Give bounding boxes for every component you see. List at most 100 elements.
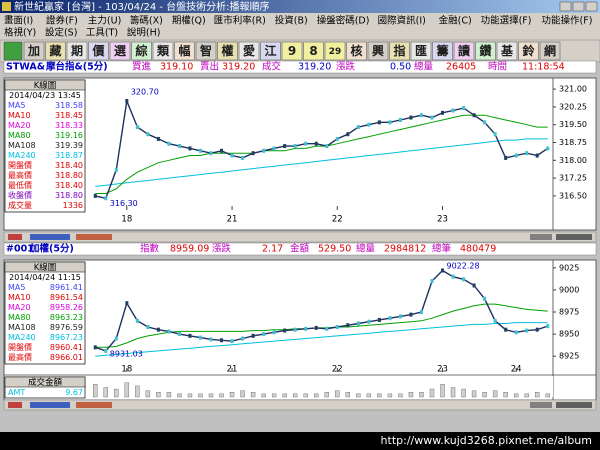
toolbar-button[interactable]	[518, 41, 539, 61]
toolbar-button[interactable]	[303, 41, 324, 61]
menu-item[interactable]: 工具(T)	[86, 28, 118, 39]
price-bar	[251, 151, 255, 156]
toolbar-button[interactable]	[45, 41, 66, 61]
menu-item[interactable]: 國際資訊(I)	[378, 15, 426, 27]
price-bar	[293, 327, 297, 332]
legend-value: 8966.01	[50, 353, 83, 362]
toolbar-button[interactable]	[152, 41, 174, 61]
footer-bar	[0, 432, 600, 450]
annotation: 9022.28	[447, 262, 480, 271]
price-bar	[272, 330, 276, 335]
status-icon[interactable]	[30, 234, 70, 240]
menu-item[interactable]: 操盤密碼(D)	[317, 15, 370, 27]
toolbar-button[interactable]	[88, 41, 109, 61]
quote-field: 319.20	[298, 62, 331, 73]
quote-field: 賣出	[200, 61, 219, 73]
status-icon[interactable]	[556, 234, 592, 240]
toolbar-button[interactable]	[131, 41, 152, 61]
toolbar-button[interactable]	[281, 41, 303, 61]
menu-item[interactable]: 格視(Y)	[4, 27, 36, 39]
volume-bar	[145, 390, 151, 398]
toolbar-button[interactable]	[3, 41, 23, 61]
status-icon[interactable]	[530, 234, 552, 240]
price-bar	[135, 125, 139, 130]
price-bar	[198, 148, 202, 153]
menu-item[interactable]: 投資(B)	[275, 15, 308, 27]
status-icon[interactable]	[76, 402, 112, 408]
y-tick-label: 8975	[559, 308, 579, 317]
toolbar-button[interactable]	[475, 41, 496, 61]
toolbar-button[interactable]	[346, 41, 367, 61]
status-icon[interactable]	[30, 402, 70, 408]
toolbar-button[interactable]	[324, 41, 346, 61]
toolbar-button[interactable]	[174, 41, 195, 61]
volume-bar	[356, 393, 361, 398]
volume-bar	[450, 387, 456, 398]
menu-item[interactable]: 期權(Q)	[172, 15, 206, 27]
price-bar	[230, 339, 234, 344]
menu-item[interactable]: 金融(C)	[439, 15, 472, 27]
volume-bar	[492, 390, 498, 398]
menu-item[interactable]: 匯市利率(R)	[214, 15, 266, 27]
legend-label: MA5	[8, 101, 25, 110]
toolbar-button[interactable]	[496, 41, 518, 61]
toolbar-button[interactable]	[432, 41, 453, 61]
toolbar-button[interactable]	[195, 41, 217, 61]
status-icon[interactable]	[76, 234, 112, 240]
menu-item[interactable]: 功能選擇(F)	[481, 15, 532, 27]
volume-bar	[482, 392, 487, 398]
quote-field: 總量	[356, 243, 376, 255]
menu-item[interactable]: 設定(S)	[45, 27, 77, 39]
price-bar	[535, 153, 539, 158]
menu-bar	[0, 13, 600, 40]
toolbar-button[interactable]	[217, 41, 238, 61]
toolbar-button[interactable]	[410, 41, 432, 61]
volume-bar	[219, 393, 224, 398]
price-bar	[177, 332, 181, 337]
menu-item[interactable]: 功能操作(F)	[542, 15, 593, 27]
price-bar	[525, 151, 529, 156]
price-bar	[388, 316, 392, 321]
toolbar-button[interactable]	[109, 41, 131, 61]
volume-bar	[419, 392, 424, 398]
status-icon[interactable]	[530, 402, 552, 408]
status-icon[interactable]	[8, 402, 22, 408]
quote-field: #001	[6, 244, 34, 255]
legend-label: 開盤價	[8, 160, 32, 170]
volume-bar	[335, 390, 340, 398]
maximize-button[interactable]	[572, 1, 585, 12]
legend-value: 8960.41	[50, 343, 83, 352]
toolbar-button[interactable]	[389, 41, 410, 61]
annotation: 320.70	[131, 88, 159, 97]
price-bar	[419, 113, 423, 118]
menu-item[interactable]: 證券(F)	[46, 15, 78, 27]
volume-bar	[377, 393, 382, 398]
quote-field: STWA&	[6, 62, 45, 73]
price-bar	[367, 319, 371, 324]
series-line	[95, 138, 548, 187]
menu-item[interactable]: 說明(H)	[127, 27, 161, 39]
status-icon[interactable]	[8, 234, 22, 240]
toolbar-label: 幅	[178, 43, 190, 58]
price-bar	[472, 113, 476, 118]
y-tick-label: 317.25	[559, 174, 587, 183]
close-button[interactable]	[585, 1, 598, 12]
menu-item[interactable]: 畫面(I)	[4, 15, 33, 27]
toolbar-button[interactable]	[238, 41, 260, 61]
toolbar-button[interactable]	[539, 41, 561, 61]
price-bar	[114, 336, 118, 341]
price-bar	[220, 148, 224, 153]
toolbar-button[interactable]	[23, 41, 45, 61]
toolbar-button[interactable]	[367, 41, 389, 61]
toolbar-button[interactable]	[66, 41, 88, 61]
legend-date: 2014/04/23 13:45	[9, 91, 81, 100]
quote-field: 漲跌	[336, 61, 356, 73]
minimize-button[interactable]	[559, 1, 572, 12]
menu-item[interactable]: 籌碼(X)	[130, 15, 163, 27]
toolbar-button[interactable]	[453, 41, 475, 61]
price-bar	[262, 332, 266, 337]
menu-item[interactable]: 主力(U)	[88, 15, 121, 27]
status-icon[interactable]	[556, 402, 592, 408]
toolbar-button[interactable]	[260, 41, 281, 61]
